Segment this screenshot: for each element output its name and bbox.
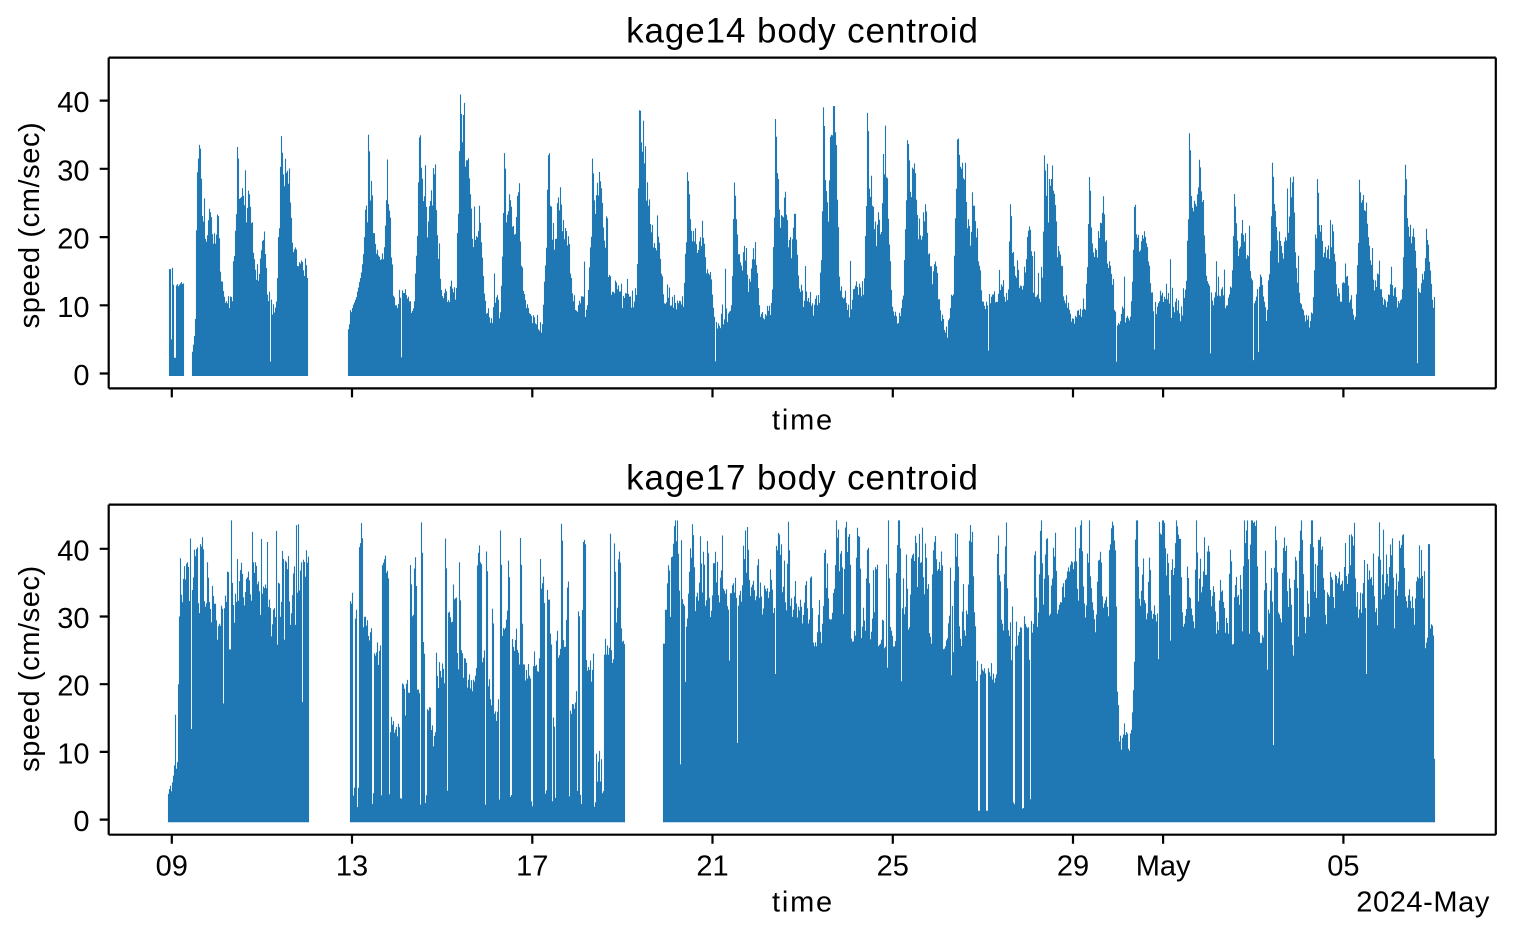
- svg-text:29: 29: [1057, 851, 1089, 883]
- svg-text:20: 20: [57, 224, 89, 256]
- svg-text:10: 10: [57, 292, 89, 324]
- svg-text:09: 09: [156, 851, 188, 883]
- svg-text:kage17 body centroid: kage17 body centroid: [626, 459, 979, 498]
- svg-text:30: 30: [57, 155, 89, 187]
- svg-text:21: 21: [696, 851, 728, 883]
- svg-text:May: May: [1136, 851, 1191, 883]
- svg-text:0: 0: [73, 806, 89, 838]
- svg-text:10: 10: [57, 738, 89, 770]
- svg-text:0: 0: [73, 360, 89, 392]
- svg-text:40: 40: [57, 87, 89, 119]
- svg-text:time: time: [772, 405, 834, 437]
- svg-text:25: 25: [877, 851, 909, 883]
- svg-text:40: 40: [57, 535, 89, 567]
- svg-text:speed (cm/sec): speed (cm/sec): [14, 565, 46, 772]
- svg-text:time: time: [772, 887, 834, 919]
- svg-text:2024-May: 2024-May: [1356, 887, 1490, 919]
- svg-text:30: 30: [57, 603, 89, 635]
- svg-text:05: 05: [1327, 851, 1359, 883]
- svg-text:13: 13: [336, 851, 368, 883]
- svg-text:17: 17: [516, 851, 548, 883]
- svg-text:20: 20: [57, 671, 89, 703]
- svg-text:speed (cm/sec): speed (cm/sec): [14, 122, 46, 329]
- svg-text:kage14 body centroid: kage14 body centroid: [626, 12, 979, 51]
